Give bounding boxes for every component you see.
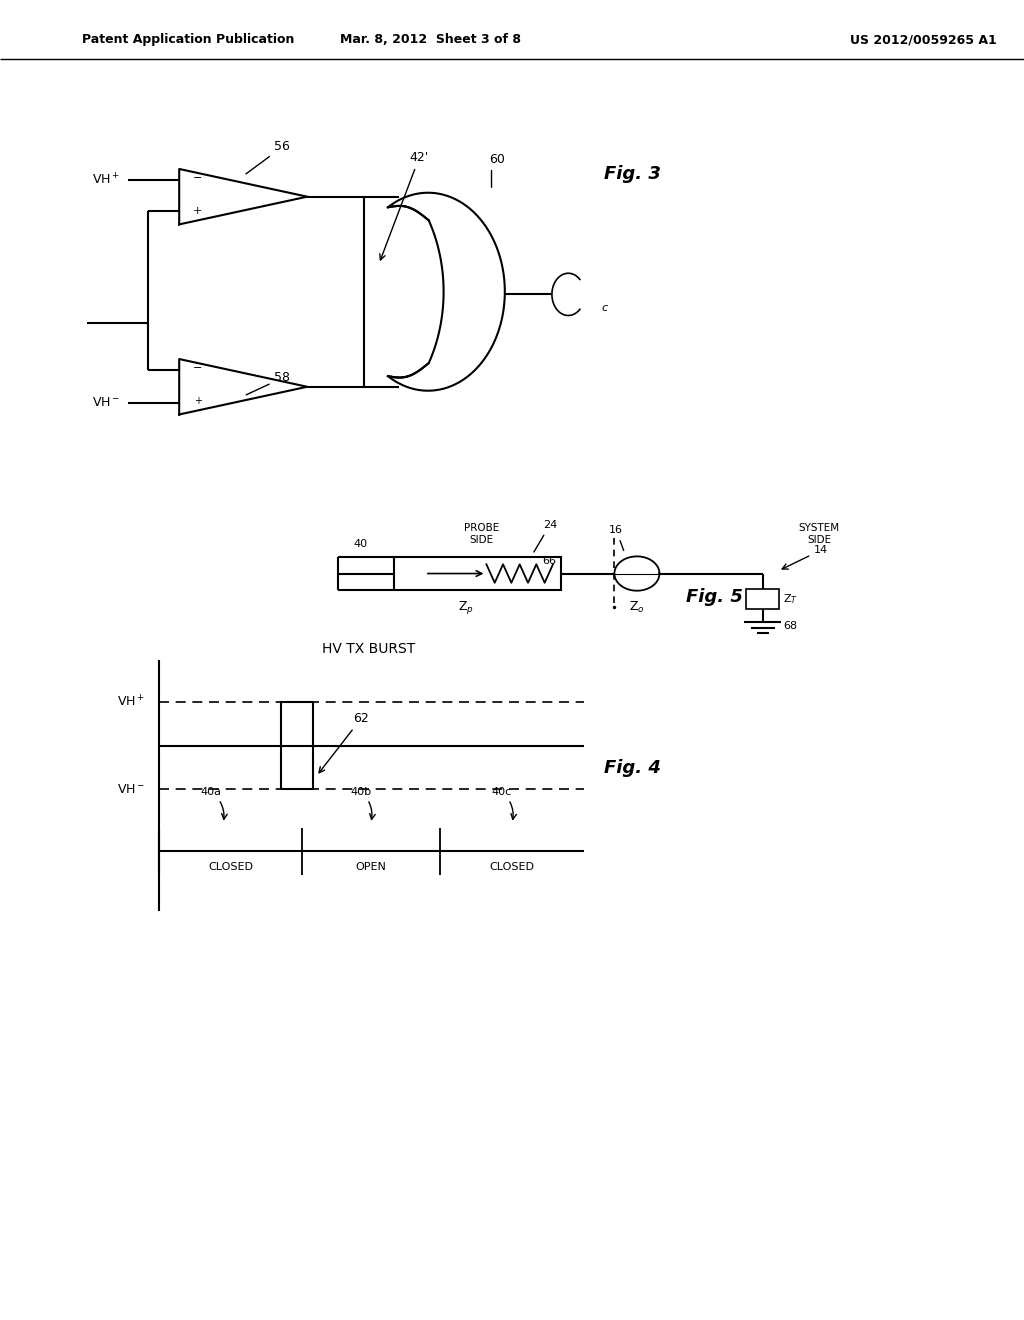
Text: CLOSED: CLOSED	[208, 862, 253, 873]
Text: HV TX BURST: HV TX BURST	[322, 643, 416, 656]
Bar	[394, 557, 561, 590]
Text: 62: 62	[319, 711, 369, 772]
Text: VH$^-$: VH$^-$	[117, 783, 145, 796]
Text: PROBE: PROBE	[464, 523, 499, 533]
Text: +: +	[193, 206, 203, 216]
Text: 16: 16	[609, 525, 624, 550]
Text: OPEN: OPEN	[355, 862, 386, 873]
Text: 40: 40	[353, 539, 368, 549]
Bar	[746, 589, 779, 610]
Text: 68: 68	[783, 622, 798, 631]
Text: Mar. 8, 2012  Sheet 3 of 8: Mar. 8, 2012 Sheet 3 of 8	[340, 33, 520, 46]
Text: Fig. 5: Fig. 5	[686, 587, 743, 606]
Text: 60: 60	[488, 153, 505, 166]
Text: Z$_o$: Z$_o$	[629, 599, 645, 615]
Text: CLOSED: CLOSED	[489, 862, 535, 873]
Text: Fig. 3: Fig. 3	[604, 165, 662, 183]
Text: SIDE: SIDE	[469, 535, 494, 545]
Text: Patent Application Publication: Patent Application Publication	[82, 33, 294, 46]
Text: Z$_T$: Z$_T$	[783, 591, 799, 606]
Text: 40b: 40b	[350, 787, 375, 820]
Text: 40a: 40a	[201, 787, 227, 820]
Text: 42': 42'	[380, 150, 429, 260]
Text: VH$^+$: VH$^+$	[92, 172, 120, 187]
Text: 56: 56	[246, 140, 291, 174]
Text: US 2012/0059265 A1: US 2012/0059265 A1	[850, 33, 996, 46]
Text: VH$^-$: VH$^-$	[92, 396, 120, 409]
Text: c: c	[601, 302, 607, 313]
Text: Fig. 4: Fig. 4	[604, 759, 662, 777]
Text: +: +	[194, 396, 202, 407]
Text: 58: 58	[246, 371, 291, 395]
Text: 40c: 40c	[492, 787, 516, 820]
Text: SYSTEM: SYSTEM	[799, 523, 840, 533]
Text: 14: 14	[782, 545, 828, 569]
Text: SIDE: SIDE	[807, 535, 831, 545]
Text: VH$^+$: VH$^+$	[117, 694, 145, 710]
Text: −: −	[193, 173, 203, 183]
Text: 24: 24	[534, 520, 557, 552]
Text: Z$_p$: Z$_p$	[458, 599, 474, 615]
Text: 66: 66	[542, 556, 556, 566]
Text: −: −	[193, 363, 203, 374]
